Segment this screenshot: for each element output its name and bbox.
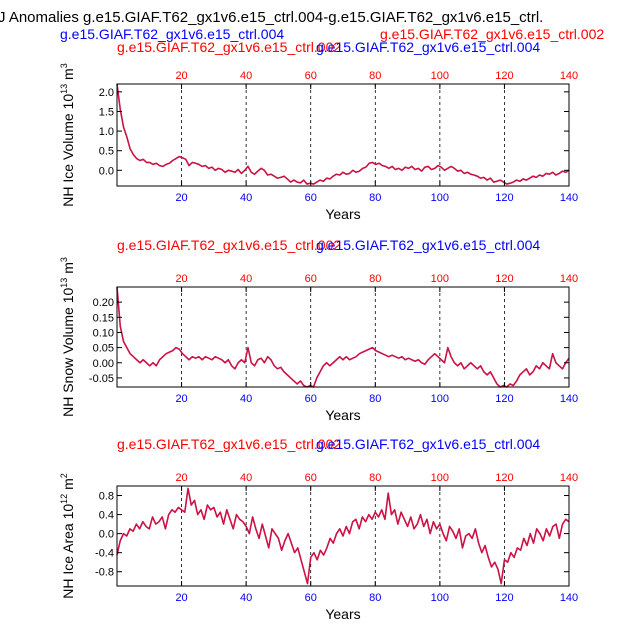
x-tick-label-bottom: 40 bbox=[240, 592, 252, 604]
case-title-blue: g.e15.GIAF.T62_gx1v6.e15_ctrl.004 bbox=[316, 436, 540, 452]
y-tick-label: 0.8 bbox=[99, 491, 114, 503]
x-tick-label-bottom: 100 bbox=[431, 592, 449, 604]
y-tick-label: -0.8 bbox=[95, 567, 114, 579]
x-tick-label-top: 40 bbox=[240, 273, 252, 285]
case-title-red: g.e15.GIAF.T62_gx1v6.e15_ctrl.002 bbox=[117, 436, 341, 452]
case-title-red-overflow: g.e15.GIAF.T62_gx1v6.e15_ctrl.002 bbox=[380, 26, 604, 42]
x-tick-label-bottom: 20 bbox=[175, 592, 187, 604]
x-tick-label-bottom: 140 bbox=[560, 592, 578, 604]
x-tick-label-top: 100 bbox=[431, 273, 449, 285]
y-tick-label: -0.05 bbox=[89, 373, 114, 385]
x-tick-label-top: 140 bbox=[560, 70, 578, 82]
x-tick-label-top: 80 bbox=[369, 273, 381, 285]
x-tick-label-top: 60 bbox=[305, 70, 317, 82]
y-tick-label: 0.15 bbox=[93, 312, 114, 324]
series-line bbox=[116, 286, 570, 388]
x-tick-label-top: 120 bbox=[495, 70, 513, 82]
x-tick-label-top: 60 bbox=[305, 472, 317, 484]
case-title-blue: g.e15.GIAF.T62_gx1v6.e15_ctrl.004 bbox=[60, 26, 284, 42]
x-tick-label-top: 120 bbox=[495, 472, 513, 484]
y-tick-label: 1.0 bbox=[99, 126, 114, 138]
x-tick-label-bottom: 120 bbox=[495, 192, 513, 204]
y-tick-label: 0.20 bbox=[93, 297, 114, 309]
x-tick-label-bottom: 60 bbox=[305, 592, 317, 604]
x-tick-label-bottom: 80 bbox=[369, 592, 381, 604]
x-tick-label-bottom: 60 bbox=[305, 192, 317, 204]
x-tick-label-bottom: 140 bbox=[560, 393, 578, 405]
x-tick-label-top: 80 bbox=[369, 70, 381, 82]
series-line bbox=[116, 83, 570, 185]
y-axis-label: NH Ice Area 1012 m2 bbox=[59, 473, 76, 599]
case-title-blue-2: g.e15.GIAF.T62_gx1v6.e15_ctrl.004 bbox=[316, 39, 540, 55]
y-tick-label: 0.4 bbox=[99, 510, 114, 522]
case-title-red: g.e15.GIAF.T62_gx1v6.e15_ctrl.002 bbox=[117, 39, 341, 55]
x-tick-label-bottom: 20 bbox=[175, 393, 187, 405]
x-tick-label-bottom: 80 bbox=[369, 192, 381, 204]
plot-frame bbox=[116, 485, 570, 587]
x-tick-label-bottom: 120 bbox=[495, 592, 513, 604]
case-title-red: g.e15.GIAF.T62_gx1v6.e15_ctrl.002 bbox=[117, 237, 341, 253]
y-tick-label: -0.4 bbox=[95, 548, 114, 560]
plot-frame bbox=[116, 286, 570, 388]
x-tick-label-bottom: 60 bbox=[305, 393, 317, 405]
x-tick-label-bottom: 100 bbox=[431, 393, 449, 405]
x-axis-label: Years bbox=[325, 407, 360, 423]
panel-3: -0.8 -0.4 0.0 0.4 0.8 20 20 40 40 60 60 80 80 100 100 1… bbox=[59, 436, 578, 622]
y-tick-label: 1.5 bbox=[99, 106, 114, 118]
x-tick-label-bottom: 80 bbox=[369, 393, 381, 405]
x-tick-label-top: 140 bbox=[560, 273, 578, 285]
y-tick-label: 0.05 bbox=[93, 343, 114, 355]
x-tick-label-top: 60 bbox=[305, 273, 317, 285]
x-tick-label-top: 40 bbox=[240, 472, 252, 484]
x-tick-label-bottom: 100 bbox=[431, 192, 449, 204]
y-tick-label: 0.0 bbox=[99, 529, 114, 541]
figure-title: J Anomalies g.e15.GIAF.T62_gx1v6.e15_ctr… bbox=[0, 9, 543, 26]
x-tick-label-top: 20 bbox=[175, 273, 187, 285]
panel-2: -0.05 0.00 0.05 0.10 0.15 0.20 20 20 40 40 60 60 80 8… bbox=[59, 237, 578, 423]
x-axis-label: Years bbox=[325, 206, 360, 222]
x-tick-label-bottom: 40 bbox=[240, 192, 252, 204]
y-tick-label: 0.10 bbox=[93, 327, 114, 339]
y-axis-label: NH Snow Volume 1013 m3 bbox=[59, 257, 76, 417]
x-tick-label-bottom: 40 bbox=[240, 393, 252, 405]
case-title-blue: g.e15.GIAF.T62_gx1v6.e15_ctrl.004 bbox=[316, 237, 540, 253]
x-tick-label-top: 20 bbox=[175, 472, 187, 484]
y-tick-label: 0.0 bbox=[99, 165, 114, 177]
x-tick-label-bottom: 140 bbox=[560, 192, 578, 204]
y-tick-label: 0.00 bbox=[93, 358, 114, 370]
x-tick-label-top: 80 bbox=[369, 472, 381, 484]
y-tick-label: 2.0 bbox=[99, 87, 114, 99]
x-tick-label-bottom: 20 bbox=[175, 192, 187, 204]
y-axis-label: NH Ice Volume 1013 m3 bbox=[59, 63, 76, 206]
plot-frame bbox=[116, 83, 570, 187]
y-tick-label: 0.5 bbox=[99, 146, 114, 158]
x-tick-label-top: 40 bbox=[240, 70, 252, 82]
x-tick-label-top: 100 bbox=[431, 472, 449, 484]
x-tick-label-top: 120 bbox=[495, 273, 513, 285]
panels: 0.0 0.5 1.0 1.5 2.0 20 20 40 40 60 60 80 80 100 100 120… bbox=[59, 26, 604, 622]
x-tick-label-top: 140 bbox=[560, 472, 578, 484]
panel-1: 0.0 0.5 1.0 1.5 2.0 20 20 40 40 60 60 80 80 100 100 120… bbox=[59, 26, 604, 222]
series-line bbox=[116, 487, 570, 585]
x-axis-label: Years bbox=[325, 606, 360, 622]
x-tick-label-top: 20 bbox=[175, 70, 187, 82]
x-tick-label-bottom: 120 bbox=[495, 393, 513, 405]
x-tick-label-top: 100 bbox=[431, 70, 449, 82]
